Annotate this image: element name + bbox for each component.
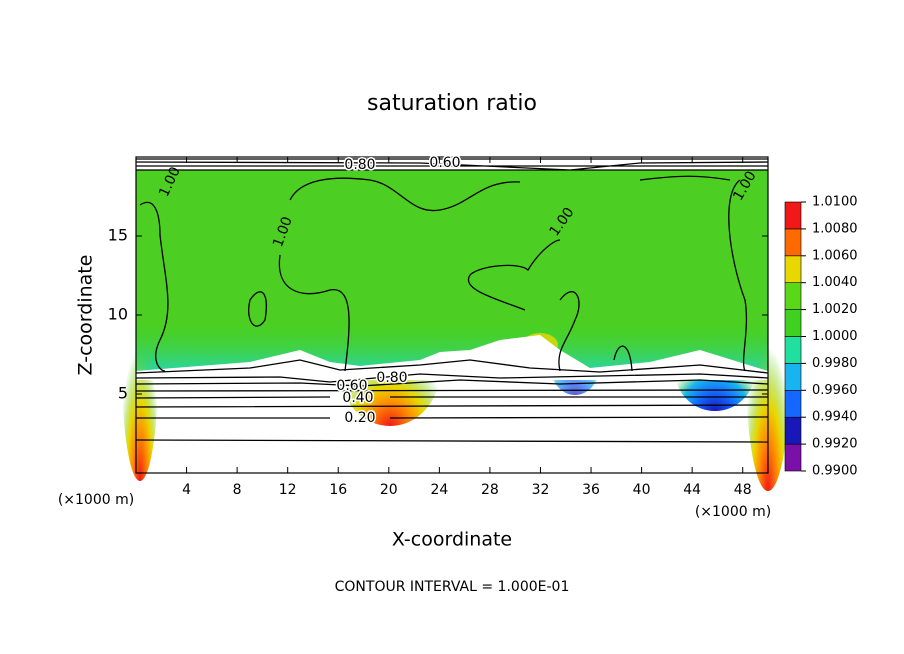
colorbar-band (784, 336, 802, 364)
colorbar-label: 1.0080 (812, 221, 858, 236)
x-tick-label: 16 (329, 482, 347, 498)
colorbar-label: 0.9920 (812, 437, 858, 452)
x-tick-label: 44 (683, 482, 701, 498)
contour-label: 0.80 (344, 157, 375, 173)
colorbar-band (784, 255, 802, 284)
colorbar-label: 1.0060 (812, 248, 858, 263)
colorbar-band (784, 228, 802, 257)
x-tick-label: 4 (182, 482, 191, 498)
colorbar-label: 1.0020 (812, 302, 858, 317)
y-tick-label: 10 (108, 305, 128, 324)
colorbar-label: 0.9960 (812, 383, 858, 398)
y-tick-label: 15 (108, 226, 128, 245)
contour-label: 0.80 (376, 370, 407, 386)
contour-label: 0.60 (336, 378, 367, 394)
x-tick-label: 32 (532, 482, 550, 498)
colorbar-band (784, 282, 802, 310)
contour-label: 0.20 (344, 410, 375, 426)
y-tick-label: 5 (118, 384, 128, 403)
x-tick-label: 20 (380, 482, 398, 498)
colorbar-label: 0.9940 (812, 410, 858, 425)
x-tick-label: 36 (582, 482, 600, 498)
x-tick-label: 48 (734, 482, 752, 498)
x-axis-label: X-coordinate (392, 529, 512, 551)
colorbar-label: 1.0000 (812, 329, 858, 344)
colorbar-label: 1.0040 (812, 275, 858, 290)
x-tick-label: 8 (233, 482, 242, 498)
colorbar-band (784, 309, 802, 337)
colorbar-label: 0.9900 (812, 464, 858, 479)
colorbar-label: 0.9980 (812, 356, 858, 371)
colorbar-band (784, 363, 802, 391)
colorbar-band (784, 416, 802, 445)
colorbar-band (784, 201, 802, 230)
contour-label: 0.40 (342, 390, 373, 406)
contour-lines (135, 158, 769, 443)
x-unit-label: (×1000 m) (58, 492, 134, 508)
colorbar-label: 1.0100 (812, 195, 858, 210)
chart-title: saturation ratio (367, 91, 537, 116)
y-unit-label: (×1000 m) (695, 504, 771, 520)
x-tick-label: 28 (481, 482, 499, 498)
colorbar-band (784, 443, 802, 472)
colorbar-band (784, 389, 802, 418)
x-tick-label: 40 (633, 482, 651, 498)
x-tick-label: 24 (430, 482, 448, 498)
footer: CONTOUR INTERVAL = 1.000E-01 (335, 579, 570, 595)
y-axis-label: Z-coordinate (75, 255, 97, 376)
x-tick-label: 12 (279, 482, 297, 498)
field (122, 170, 790, 491)
contour-label: 0.60 (429, 155, 460, 171)
